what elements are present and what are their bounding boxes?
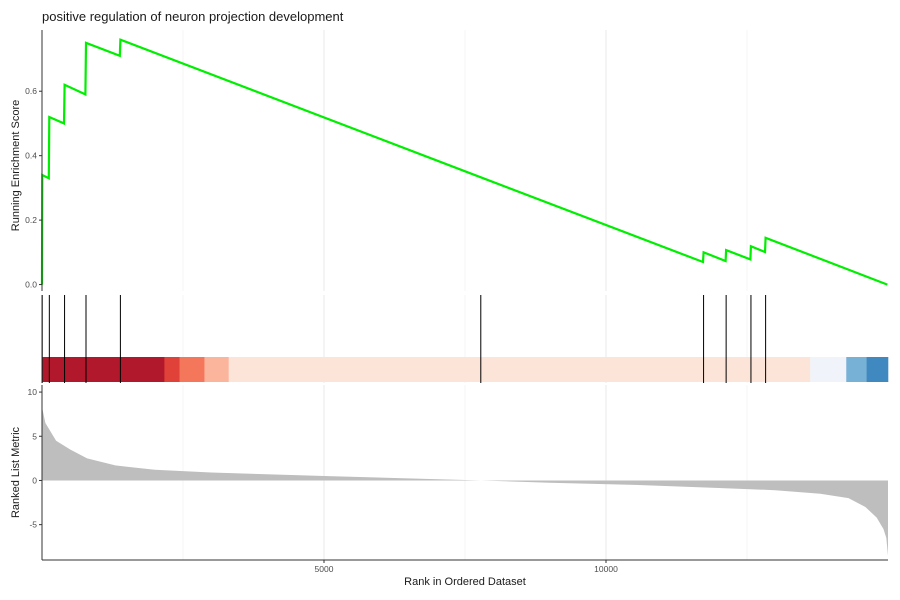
enrichment-y-axis-label: Running Enrichment Score [10,100,22,231]
y-tick-label: -5 [29,520,37,530]
color-bar-segment [866,357,889,382]
ranked-metric-panel: -5 0 5 10 5000 10000 Ranked List Metric Rank… [10,385,888,588]
ranked-metric-y-axis-label: Ranked List Metric [10,426,22,518]
x-tick-label: 10000 [594,564,618,574]
y-tick-label: 5 [32,431,37,441]
color-bar-segment [42,357,165,382]
y-tick-label: 0.4 [25,151,37,161]
y-tick-label: 0.2 [25,215,37,225]
gene-hits-panel [41,295,889,383]
enrichment-score-panel: 0.0 0.2 0.4 0.6 Running Enrichment Score [10,30,888,291]
y-tick-label: 0.6 [25,86,37,96]
enrichment-grid [182,30,748,291]
y-tick-label: 10 [28,387,38,397]
x-tick-label: 5000 [315,564,334,574]
color-bar-segment [810,357,847,382]
color-bar-segment [204,357,229,382]
color-bar-segment [846,357,867,382]
y-tick-label: 0.0 [25,280,37,290]
x-ticks: 5000 10000 [315,560,618,574]
ranked-metric-y-ticks: -5 0 5 10 [28,387,42,530]
color-bar-segment [164,357,180,382]
enrichment-score-line [40,38,888,286]
x-axis-label: Rank in Ordered Dataset [404,576,526,588]
enrichment-y-ticks: 0.0 0.2 0.4 0.6 [25,86,42,290]
chart-title: positive regulation of neuron projection… [42,9,344,24]
ranked-metric-area [42,407,888,556]
color-bar-segment [228,357,811,382]
color-bar-segment [179,357,205,382]
rank-color-bar [42,357,889,382]
y-tick-label: 0 [32,475,37,485]
ranked-metric-grid [182,385,748,560]
